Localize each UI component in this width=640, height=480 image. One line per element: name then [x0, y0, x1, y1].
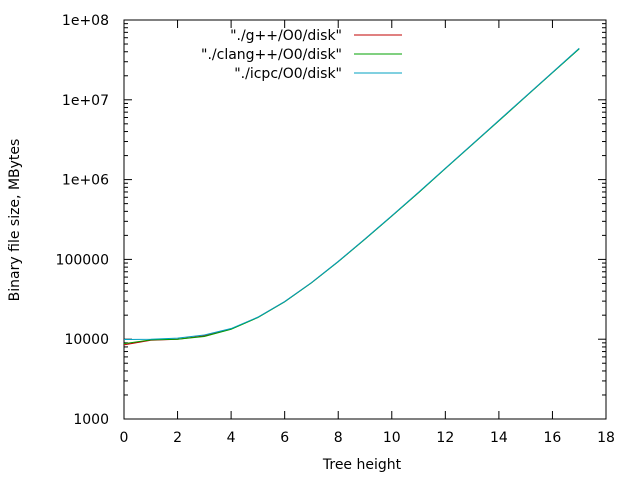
x-tick-label: 12 — [436, 430, 454, 446]
axis-ticks — [123, 19, 607, 420]
plot-frame — [123, 19, 607, 420]
series-line-0 — [123, 48, 580, 346]
x-axis-label: Tree height — [322, 457, 402, 473]
y-tick-labels: 1000 10000 100000 1e+06 1e+07 1e+08 — [56, 13, 110, 428]
series-line-1 — [123, 48, 580, 345]
series-line-2 — [123, 47, 580, 341]
x-tick-label: 18 — [597, 430, 615, 446]
legend: "./g++/O0/disk" "./clang++/O0/disk" "./icp… — [201, 28, 402, 82]
y-tick-label: 100000 — [56, 252, 109, 268]
legend-label: "./clang++/O0/disk" — [201, 47, 342, 63]
y-tick-label: 1000 — [73, 412, 109, 428]
y-tick-label: 10000 — [64, 332, 109, 348]
x-tick-label: 14 — [490, 430, 508, 446]
x-tick-label: 16 — [544, 430, 562, 446]
x-tick-label: 8 — [334, 430, 343, 446]
y-tick-label: 1e+06 — [62, 173, 109, 189]
y-axis-label: Binary file size, MBytes — [7, 139, 23, 302]
x-tick-label: 10 — [383, 430, 401, 446]
x-tick-label: 0 — [120, 430, 129, 446]
series-lines — [123, 47, 580, 346]
y-tick-label: 1e+08 — [62, 13, 109, 29]
x-tick-label: 2 — [173, 430, 182, 446]
x-tick-label: 4 — [227, 430, 236, 446]
legend-label: "./g++/O0/disk" — [230, 28, 342, 44]
legend-label: "./icpc/O0/disk" — [234, 66, 342, 82]
x-tick-labels: 0 2 4 6 8 10 12 14 16 18 — [120, 430, 615, 446]
x-tick-label: 6 — [280, 430, 289, 446]
y-tick-label: 1e+07 — [62, 93, 109, 109]
